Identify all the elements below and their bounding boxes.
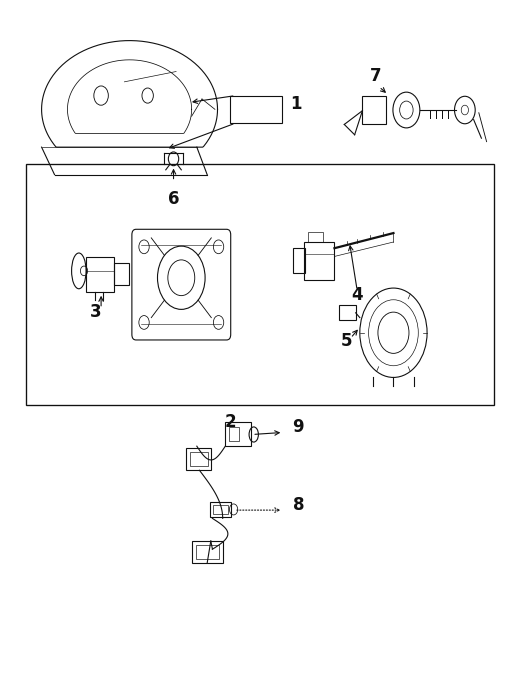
Bar — [191, 541, 223, 563]
Text: 3: 3 — [90, 303, 102, 321]
Bar — [225, 422, 251, 446]
Bar — [210, 502, 232, 517]
Bar — [231, 96, 282, 123]
Bar — [196, 545, 219, 559]
Bar — [26, 164, 494, 405]
Text: 4: 4 — [351, 286, 363, 304]
Bar — [308, 232, 323, 242]
Text: 5: 5 — [341, 333, 353, 351]
Bar — [339, 305, 356, 320]
Text: 8: 8 — [292, 496, 304, 514]
Bar — [230, 427, 238, 441]
Text: 7: 7 — [370, 67, 381, 85]
Text: 1: 1 — [290, 95, 301, 113]
Text: 2: 2 — [225, 413, 236, 431]
Bar — [292, 248, 305, 273]
Bar — [114, 263, 129, 285]
Bar — [304, 242, 335, 280]
Bar — [187, 448, 211, 471]
Text: 6: 6 — [168, 191, 179, 209]
Bar — [213, 505, 228, 514]
Bar — [362, 96, 385, 125]
Text: 9: 9 — [292, 419, 304, 437]
Bar — [190, 453, 208, 466]
Bar — [86, 257, 114, 292]
